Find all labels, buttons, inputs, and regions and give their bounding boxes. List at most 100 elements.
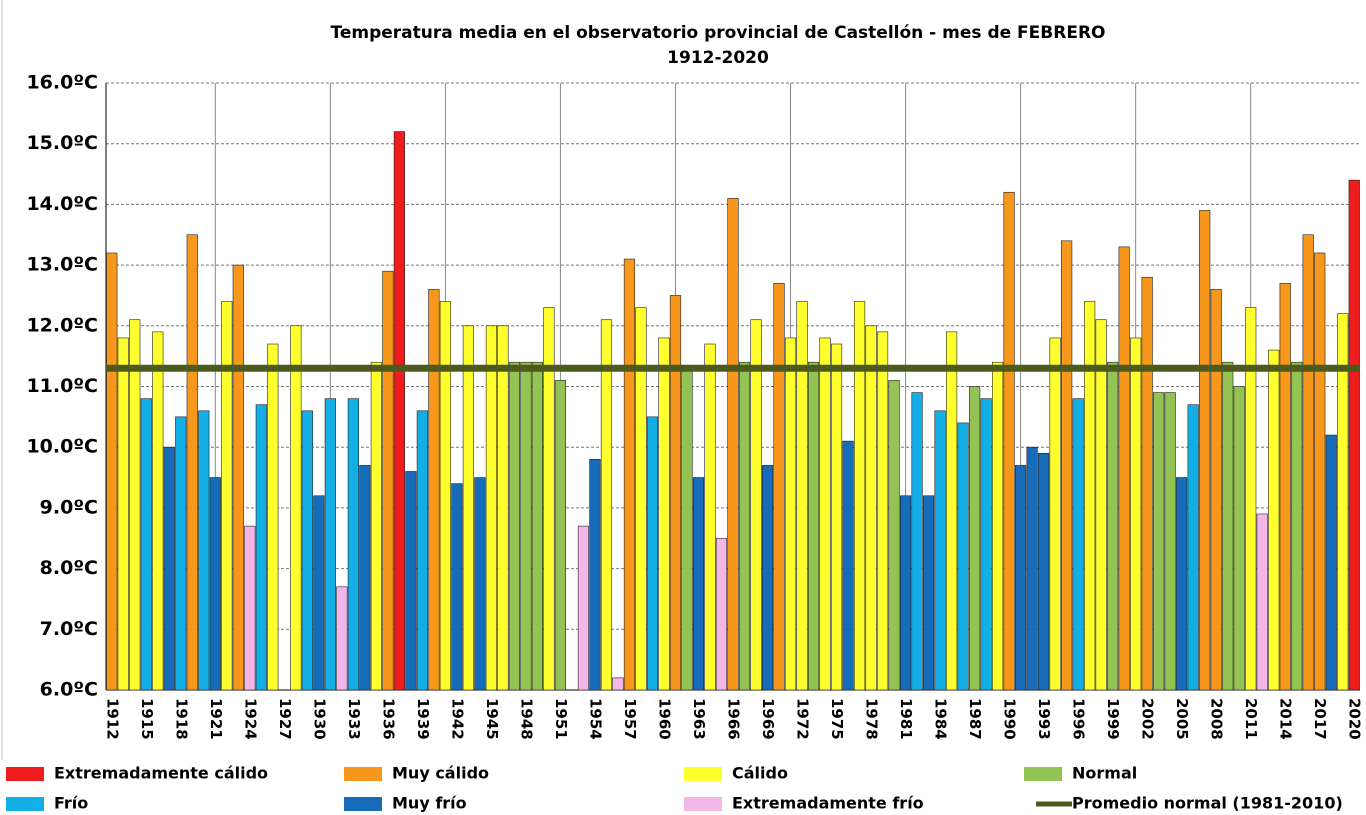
legend-swatch: [6, 797, 44, 811]
bar: [1268, 349, 1280, 691]
x-tick-label: 1936: [379, 698, 397, 740]
bar: [209, 477, 221, 691]
bar: [646, 416, 659, 691]
bar: [623, 258, 636, 691]
bar: [336, 586, 348, 691]
bar: [992, 361, 1004, 691]
bar: [140, 398, 152, 691]
bar: [819, 337, 831, 691]
x-tick-label: 1918: [172, 698, 190, 740]
legend-label: Cálido: [732, 764, 788, 783]
bar: [899, 495, 912, 691]
bar: [853, 301, 866, 691]
bar: [1095, 319, 1107, 691]
bar: [152, 331, 164, 691]
bar: [382, 270, 394, 691]
x-tick-label: 1924: [241, 698, 259, 740]
x-tick-label: 2020: [1346, 698, 1364, 740]
bar: [1164, 392, 1176, 691]
x-tick-label: 1960: [655, 698, 673, 740]
x-tick-label: 1990: [1001, 698, 1019, 740]
x-tick-label: 1912: [103, 698, 121, 740]
bar: [1233, 386, 1245, 691]
bar: [1187, 404, 1199, 691]
bar: [175, 416, 187, 691]
x-tick-label: 1978: [863, 698, 881, 740]
x-tick-label: 2005: [1173, 698, 1191, 740]
y-tick-label: 7.0ºC: [40, 618, 98, 640]
bar: [1026, 446, 1038, 691]
x-tick-label: 1915: [138, 698, 156, 740]
bar: [876, 331, 889, 691]
bar: [658, 337, 670, 691]
bar: [1015, 465, 1027, 691]
bar: [600, 319, 613, 691]
bar: [1314, 252, 1326, 691]
bar: [945, 331, 958, 691]
bar: [1245, 307, 1257, 691]
y-tick-label: 8.0ºC: [40, 557, 98, 579]
legend-label: Frío: [54, 794, 88, 813]
y-tick-label: 11.0ºC: [26, 375, 98, 397]
bar: [1222, 361, 1234, 691]
bar: [543, 307, 555, 691]
bar: [313, 495, 325, 691]
bar: [198, 410, 210, 691]
bar: [1176, 477, 1188, 691]
bar: [474, 477, 486, 691]
legend-swatch: [6, 767, 44, 781]
bar: [359, 465, 371, 691]
bar: [531, 361, 544, 691]
x-tick-label: 1921: [207, 698, 225, 740]
bar: [1337, 313, 1349, 691]
bar: [1038, 452, 1050, 691]
bar: [117, 337, 129, 691]
legend-label: Muy cálido: [392, 764, 489, 783]
bar: [1256, 513, 1268, 691]
bar: [922, 495, 935, 691]
legend-label: Extremadamente frío: [732, 794, 924, 813]
bar: [692, 477, 705, 691]
bar: [267, 343, 279, 691]
x-tick-label: 1954: [586, 698, 604, 740]
bar: [301, 410, 313, 691]
bar: [738, 361, 751, 691]
bar: [1279, 283, 1291, 691]
x-tick-label: 1987: [966, 698, 984, 740]
bar: [244, 525, 256, 691]
y-tick-label: 15.0ºC: [26, 132, 98, 154]
bar: [1084, 301, 1096, 691]
legend-swatch: [344, 797, 382, 811]
bar: [485, 325, 497, 691]
x-tick-label: 2014: [1277, 698, 1295, 740]
bar: [1210, 289, 1222, 691]
chart-subtitle: 1912-2020: [667, 48, 769, 68]
x-tick-label: 1951: [552, 698, 570, 740]
x-tick-label: 1981: [897, 698, 915, 740]
bar: [439, 301, 451, 691]
bar: [681, 367, 693, 691]
legend-label: Promedio normal (1981-2010): [1072, 794, 1343, 813]
legend-label: Muy frío: [392, 794, 467, 813]
bar: [1153, 392, 1165, 691]
bar: [462, 325, 474, 691]
bar: [232, 264, 244, 691]
bar: [865, 325, 877, 691]
bar: [1130, 337, 1142, 691]
bar: [1107, 361, 1119, 691]
bar: [612, 677, 624, 691]
bar: [1291, 361, 1303, 691]
bar: [416, 410, 428, 691]
bar: [727, 198, 739, 691]
bar: [1302, 234, 1314, 691]
bar: [957, 422, 969, 691]
y-tick-label: 16.0ºC: [26, 72, 98, 94]
bar: [221, 301, 233, 691]
bar: [1118, 246, 1130, 691]
bar: [1348, 179, 1360, 691]
x-tick-label: 1933: [345, 698, 363, 740]
bar: [428, 289, 440, 691]
bar: [520, 361, 532, 691]
bar: [669, 295, 682, 691]
